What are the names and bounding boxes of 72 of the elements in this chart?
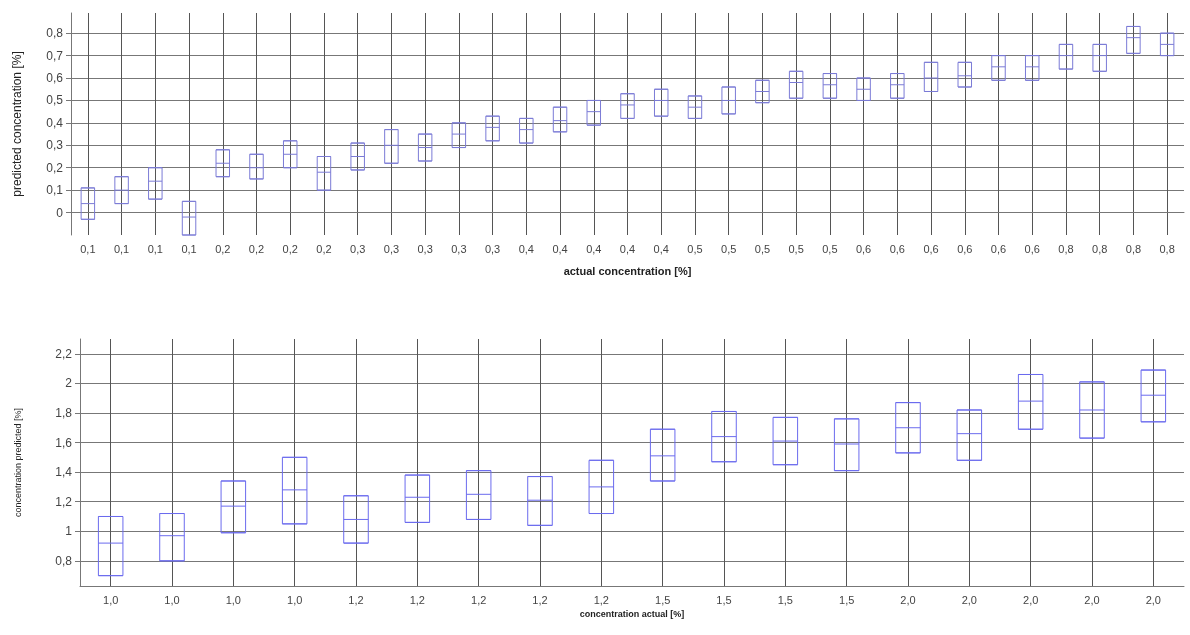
x-tick-label: 0,4 bbox=[518, 242, 534, 255]
y-axis-title: predicted concentration [%] bbox=[10, 51, 24, 197]
x-tick-label: 0,4 bbox=[586, 242, 602, 255]
y-tick-label: 1,4 bbox=[55, 465, 73, 480]
x-tick-label: 1,2 bbox=[532, 593, 548, 606]
y-tick-label: 0,3 bbox=[46, 138, 64, 153]
y-tick-label: 1 bbox=[65, 524, 73, 539]
x-tick-label: 2,0 bbox=[900, 593, 916, 606]
x-tick-label: 0,3 bbox=[350, 242, 366, 255]
x-tick-label: 0,3 bbox=[417, 242, 433, 255]
y-tick-label: 0,2 bbox=[46, 160, 64, 175]
x-tick-label: 2,0 bbox=[1145, 593, 1161, 606]
x-tick-label: 1,0 bbox=[287, 593, 303, 606]
x-axis-title: concentration actual [%] bbox=[579, 609, 685, 620]
x-tick-label: 0,6 bbox=[923, 242, 939, 255]
x-tick-label: 1,0 bbox=[164, 593, 180, 606]
y-tick-label: 0,8 bbox=[46, 26, 64, 41]
x-axis-title: actual concentration [%] bbox=[563, 264, 692, 277]
x-tick-label: 1,2 bbox=[409, 593, 425, 606]
x-tick-label: 0,6 bbox=[1024, 242, 1040, 255]
y-tick-label: 2,2 bbox=[55, 346, 73, 361]
x-tick-label: 0,6 bbox=[889, 242, 905, 255]
x-tick-label: 0,5 bbox=[721, 242, 737, 255]
x-tick-label: 0,2 bbox=[316, 242, 332, 255]
x-tick-label: 1,2 bbox=[471, 593, 487, 606]
x-tick-label: 0,8 bbox=[1092, 242, 1108, 255]
x-tick-label: 1,0 bbox=[225, 593, 241, 606]
x-tick-label: 0,1 bbox=[80, 242, 96, 255]
x-tick-label: 0,1 bbox=[181, 242, 197, 255]
x-tick-label: 0,4 bbox=[653, 242, 669, 255]
y-tick-label: 0,7 bbox=[46, 48, 64, 63]
y-tick-label: 1,6 bbox=[55, 435, 73, 450]
x-tick-label: 1,5 bbox=[716, 593, 732, 606]
x-tick-label: 1,5 bbox=[839, 593, 855, 606]
x-tick-label: 1,2 bbox=[593, 593, 609, 606]
x-tick-label: 0,2 bbox=[282, 242, 298, 255]
x-tick-label: 0,3 bbox=[383, 242, 400, 255]
x-tick-label: 0,4 bbox=[552, 242, 568, 255]
x-tick-label: 0,5 bbox=[687, 242, 703, 255]
x-tick-label: 2,0 bbox=[1023, 593, 1039, 606]
x-tick-label: 0,8 bbox=[1058, 242, 1074, 255]
x-tick-label: 0,2 bbox=[215, 242, 231, 255]
x-tick-label: 0,3 bbox=[451, 242, 467, 255]
x-tick-label: 1,2 bbox=[348, 593, 364, 606]
x-tick-label: 0,1 bbox=[147, 242, 163, 255]
x-tick-label: 0,6 bbox=[855, 242, 872, 255]
x-tick-label: 1,0 bbox=[103, 593, 119, 606]
x-tick-label: 0,8 bbox=[1159, 242, 1175, 255]
y-tick-label: 0 bbox=[56, 205, 64, 220]
y-tick-label: 1,2 bbox=[55, 494, 73, 509]
x-tick-label: 0,5 bbox=[788, 242, 804, 255]
x-tick-label: 0,3 bbox=[484, 242, 501, 255]
x-tick-label: 0,5 bbox=[754, 242, 771, 255]
x-tick-label: 1,5 bbox=[777, 593, 793, 606]
y-tick-label: 2 bbox=[65, 376, 73, 391]
x-tick-label: 0,6 bbox=[957, 242, 973, 255]
y-tick-label: 1,8 bbox=[55, 405, 73, 420]
y-tick-label: 0,1 bbox=[46, 183, 64, 198]
x-tick-label: 0,2 bbox=[248, 242, 265, 255]
x-tick-label: 0,4 bbox=[619, 242, 636, 255]
x-tick-label: 1,5 bbox=[655, 593, 671, 606]
x-tick-label: 2,0 bbox=[1084, 593, 1100, 606]
y-axis-title: concentration predicted [%] bbox=[12, 407, 23, 518]
y-tick-label: 0,6 bbox=[46, 71, 64, 86]
x-tick-label: 0,6 bbox=[990, 242, 1007, 255]
x-tick-label: 0,1 bbox=[113, 242, 130, 255]
y-tick-label: 0,4 bbox=[46, 115, 64, 130]
y-tick-label: 0,8 bbox=[55, 553, 73, 568]
x-tick-label: 2,0 bbox=[961, 593, 977, 606]
y-tick-label: 0,5 bbox=[46, 93, 64, 108]
x-tick-label: 0,8 bbox=[1125, 242, 1142, 255]
x-tick-label: 0,5 bbox=[822, 242, 838, 255]
